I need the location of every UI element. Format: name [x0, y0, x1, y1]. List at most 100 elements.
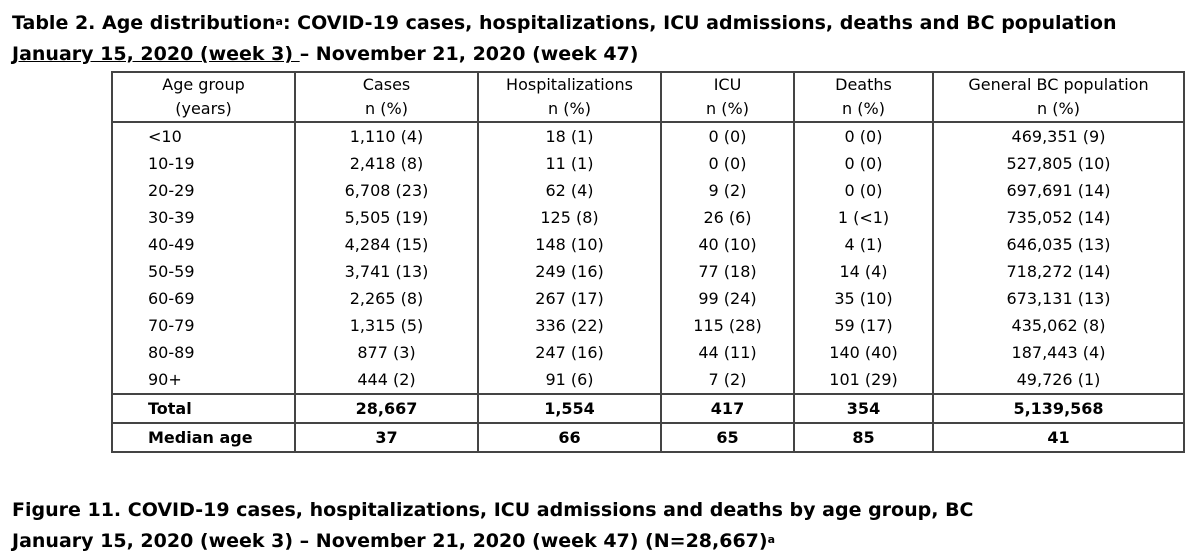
- column-header: Age group: [111, 71, 296, 97]
- table-cell: 4,284 (15): [294, 231, 479, 258]
- row-label-cell: Total: [111, 393, 296, 423]
- table-cell: 697,691 (14): [932, 177, 1185, 204]
- table-cell: 718,272 (14): [932, 258, 1185, 285]
- table-cell: 247 (16): [477, 339, 662, 366]
- table-cell: 41: [932, 422, 1185, 453]
- table-row: 10-19 2,418 (8) 11 (1) 0 (0) 0 (0) 527,805 (1…: [111, 150, 1185, 177]
- table-cell: 99 (24): [660, 285, 795, 312]
- column-header: n (%): [477, 97, 662, 123]
- table-cell: 65: [660, 422, 795, 453]
- table-cell: 125 (8): [477, 204, 662, 231]
- row-label-cell: 50-59: [111, 258, 296, 285]
- table-cell: 2,265 (8): [294, 285, 479, 312]
- table-cell: 0 (0): [793, 122, 934, 150]
- age-distribution-table: Age group Cases Hospitalizations ICU Deaths G…: [111, 71, 1185, 453]
- table-cell: 101 (29): [793, 366, 934, 394]
- table-cell: 435,062 (8): [932, 312, 1185, 339]
- table-cell: 59 (17): [793, 312, 934, 339]
- date-range-end: – November 21, 2020 (week 47): [299, 43, 639, 65]
- table-cell: 735,052 (14): [932, 204, 1185, 231]
- table-cell: 267 (17): [477, 285, 662, 312]
- row-label-cell: 70-79: [111, 312, 296, 339]
- table-cell: 5,139,568: [932, 393, 1185, 423]
- table-row: 40-49 4,284 (15) 148 (10) 40 (10) 4 (1) 646,0…: [111, 231, 1185, 258]
- figure-title-line1: Figure 11. COVID-19 cases, hospitalizati…: [12, 499, 974, 521]
- row-label-cell: 90+: [111, 366, 296, 394]
- table-cell: 1,315 (5): [294, 312, 479, 339]
- table-cell: 85: [793, 422, 934, 453]
- table-cell: 148 (10): [477, 231, 662, 258]
- table-cell: 6,708 (23): [294, 177, 479, 204]
- table-cell: 140 (40): [793, 339, 934, 366]
- row-label-cell: Median age: [111, 422, 296, 453]
- table-cell: 0 (0): [793, 177, 934, 204]
- table-cell: 49,726 (1): [932, 366, 1185, 394]
- table-cell: 336 (22): [477, 312, 662, 339]
- table-cell: 77 (18): [660, 258, 795, 285]
- table-cell: 44 (11): [660, 339, 795, 366]
- table-title-line1: Table 2. Age distributiona: COVID-19 cas…: [12, 12, 1117, 34]
- table-row: 90+ 444 (2) 91 (6) 7 (2) 101 (29) 49,726 (1): [111, 366, 1185, 394]
- header-row: (years) n (%) n (%) n (%) n (%) n (%): [111, 97, 1185, 123]
- table-cell: 417: [660, 393, 795, 423]
- table-cell: 3,741 (13): [294, 258, 479, 285]
- table-cell: 1 (<1): [793, 204, 934, 231]
- column-header: n (%): [793, 97, 934, 123]
- table-cell: 9 (2): [660, 177, 795, 204]
- table-cell: 35 (10): [793, 285, 934, 312]
- table-cell: 1,110 (4): [294, 122, 479, 150]
- table-title-line2: January 15, 2020 (week 3) – November 21,…: [12, 39, 1117, 70]
- table-cell: 26 (6): [660, 204, 795, 231]
- table-cell: 0 (0): [660, 122, 795, 150]
- median-row: Median age 37 66 65 85 41: [111, 422, 1185, 453]
- table-title: Table 2. Age distributiona: COVID-19 cas…: [12, 8, 1117, 70]
- table-cell: 91 (6): [477, 366, 662, 394]
- column-header: n (%): [660, 97, 795, 123]
- table-cell: 469,351 (9): [932, 122, 1185, 150]
- row-label-cell: <10: [111, 122, 296, 150]
- table-cell: 2,418 (8): [294, 150, 479, 177]
- table-cell: 444 (2): [294, 366, 479, 394]
- row-label-cell: 60-69: [111, 285, 296, 312]
- column-header: (years): [111, 97, 296, 123]
- table-row: 80-89 877 (3) 247 (16) 44 (11) 140 (40) 187,4…: [111, 339, 1185, 366]
- table-row: <10 1,110 (4) 18 (1) 0 (0) 0 (0) 469,351 (9): [111, 122, 1185, 150]
- figure-title: Figure 11. COVID-19 cases, hospitalizati…: [12, 495, 974, 557]
- table-cell: 0 (0): [793, 150, 934, 177]
- table-cell: 187,443 (4): [932, 339, 1185, 366]
- row-label-cell: 30-39: [111, 204, 296, 231]
- row-label-cell: 10-19: [111, 150, 296, 177]
- column-header: n (%): [932, 97, 1185, 123]
- table-cell: 646,035 (13): [932, 231, 1185, 258]
- table-cell: 877 (3): [294, 339, 479, 366]
- table-row: 50-59 3,741 (13) 249 (16) 77 (18) 14 (4) 718,…: [111, 258, 1185, 285]
- table-row: 60-69 2,265 (8) 267 (17) 99 (24) 35 (10) 673,…: [111, 285, 1185, 312]
- table-cell: 37: [294, 422, 479, 453]
- table-cell: 40 (10): [660, 231, 795, 258]
- column-header: Hospitalizations: [477, 71, 662, 97]
- table-cell: 62 (4): [477, 177, 662, 204]
- table-cell: 11 (1): [477, 150, 662, 177]
- table-cell: 527,805 (10): [932, 150, 1185, 177]
- date-range-start: January 15, 2020 (week 3): [12, 43, 300, 65]
- table-cell: 354: [793, 393, 934, 423]
- table-cell: 7 (2): [660, 366, 795, 394]
- table-cell: 66: [477, 422, 662, 453]
- table-row: 20-29 6,708 (23) 62 (4) 9 (2) 0 (0) 697,691 (…: [111, 177, 1185, 204]
- table-cell: 1,554: [477, 393, 662, 423]
- footnote-marker: a: [275, 15, 283, 28]
- footnote-marker: a: [767, 533, 776, 546]
- figure-title-line2: January 15, 2020 (week 3) – November 21,…: [12, 530, 776, 552]
- table-row: 70-79 1,315 (5) 336 (22) 115 (28) 59 (17) 435…: [111, 312, 1185, 339]
- header-row: Age group Cases Hospitalizations ICU Deaths G…: [111, 71, 1185, 97]
- table-cell: 14 (4): [793, 258, 934, 285]
- column-header: General BC population: [932, 71, 1185, 97]
- table-cell: 5,505 (19): [294, 204, 479, 231]
- row-label-cell: 80-89: [111, 339, 296, 366]
- table-cell: 249 (16): [477, 258, 662, 285]
- table-cell: 0 (0): [660, 150, 795, 177]
- total-row: Total 28,667 1,554 417 354 5,139,568: [111, 393, 1185, 423]
- column-header: Cases: [294, 71, 479, 97]
- column-header: Deaths: [793, 71, 934, 97]
- row-label-cell: 40-49: [111, 231, 296, 258]
